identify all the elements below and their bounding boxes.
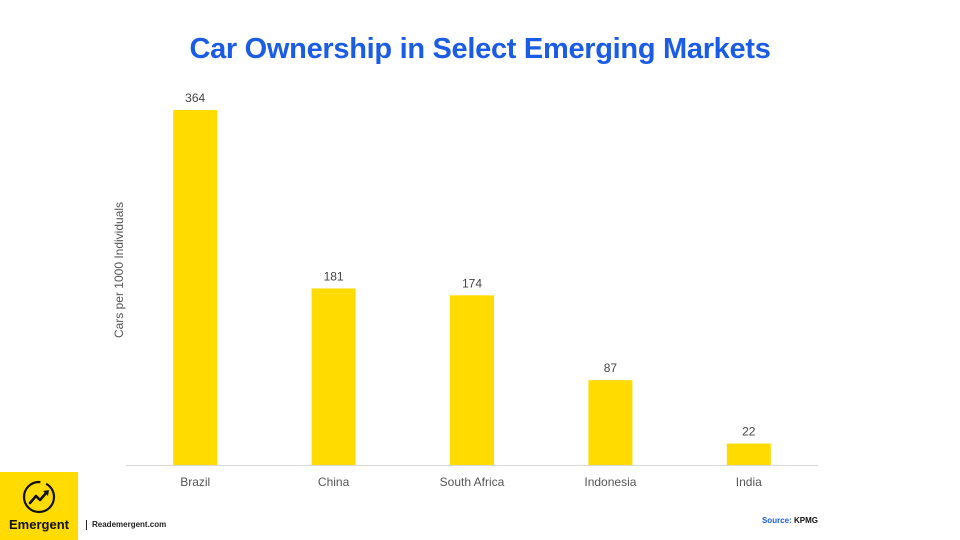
logo-wordmark: Emergent — [9, 517, 69, 532]
labels-layer: 364 Brazil 181 China 174 South Africa 87 Indone… — [180, 91, 762, 489]
emergent-logo: Emergent — [0, 472, 78, 540]
data-label: 22 — [742, 425, 756, 439]
site-url-text: Reademergent.com — [92, 520, 167, 530]
bar-indonesia — [588, 380, 633, 465]
source-note: Source: KPMG — [700, 516, 818, 525]
bar-china — [311, 288, 356, 465]
bar-india — [726, 443, 771, 465]
x-tick-label: South Africa — [440, 475, 505, 489]
site-divider — [86, 520, 87, 530]
trend-arrow-icon — [22, 480, 56, 514]
bar-south-africa — [450, 295, 494, 465]
site-url[interactable]: Reademergent.com — [86, 520, 166, 530]
bar-brazil — [173, 110, 218, 465]
x-tick-label: China — [318, 475, 350, 489]
x-tick-label: India — [736, 475, 762, 489]
x-tick-label: Brazil — [180, 475, 210, 489]
bars-layer — [173, 110, 771, 465]
x-tick-label: Indonesia — [584, 475, 636, 489]
chart-title: Car Ownership in Select Emerging Markets — [189, 33, 771, 65]
data-label: 174 — [462, 276, 482, 290]
data-label: 181 — [324, 269, 344, 283]
source-label: Source: — [761, 516, 792, 525]
data-label: 364 — [185, 91, 205, 105]
source-value: KPMG — [794, 516, 818, 525]
data-label: 87 — [604, 361, 618, 375]
